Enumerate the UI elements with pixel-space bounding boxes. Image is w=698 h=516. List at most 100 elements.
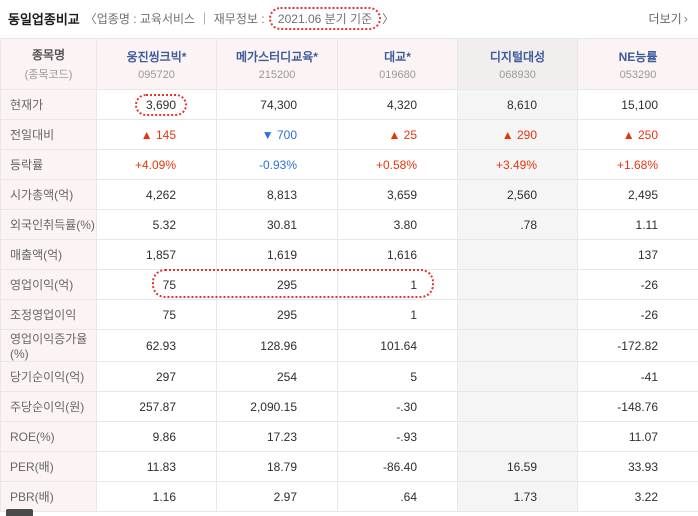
- table-cell: 1: [337, 299, 458, 330]
- table-cell: 8,813: [216, 179, 338, 210]
- table-cell: -26: [577, 299, 698, 330]
- table-cell: 101.64: [337, 329, 458, 362]
- table-cell: 1,857: [96, 239, 217, 270]
- table-cell: 297: [96, 361, 217, 392]
- table-cell: 75: [96, 299, 217, 330]
- column-header-stock-name: 종목명 (종목코드): [0, 38, 97, 90]
- stock-name-link[interactable]: 디지털대성: [489, 49, 546, 64]
- table-row: 당기순이익(억) 297 254 5 -41: [0, 361, 698, 392]
- stock-name-link[interactable]: 대교*: [384, 49, 411, 64]
- table-row: 등락률 +4.09% -0.93% +0.58% +3.49% +1.68%: [0, 149, 698, 180]
- table-cell: .64: [337, 481, 458, 512]
- row-label: 현재가: [0, 89, 97, 120]
- table-cell: 11.07: [577, 421, 698, 452]
- table-cell: 33.93: [577, 451, 698, 482]
- table-cell: 8,610: [457, 89, 578, 120]
- table-row: 주당순이익(원) 257.87 2,090.15 -.30 -148.76: [0, 391, 698, 422]
- stock-code: 019680: [379, 68, 416, 81]
- table-cell: 11.83: [96, 451, 217, 482]
- chevron-right-icon: ›: [683, 11, 688, 26]
- table-cell: +0.58%: [337, 149, 458, 180]
- table-cell: 1,616: [337, 239, 458, 270]
- table-cell: +3.49%: [457, 149, 578, 180]
- table-row: 외국인취득률(%) 5.32 30.81 3.80.78 1.11: [0, 209, 698, 240]
- row-label: 영업이익(억): [0, 269, 97, 300]
- table-cell: +4.09%: [96, 149, 217, 180]
- row-label: 영업이익증가율(%): [0, 329, 97, 362]
- more-link[interactable]: 더보기 ›: [649, 10, 688, 27]
- table-row: ROE(%) 9.86 17.23 -.93 11.07: [0, 421, 698, 452]
- table-cell: -148.76: [577, 391, 698, 422]
- stock-code: 068930: [499, 68, 536, 81]
- table-cell: 15,100: [577, 89, 698, 120]
- table-cell: 1,619: [216, 239, 338, 270]
- table-cell: ▲ 145: [96, 119, 217, 150]
- table-header-row: 종목명 (종목코드) 웅진씽크빅* 095720 메가스터디교육* 215200 대교* 01…: [0, 38, 698, 90]
- table-cell: 137: [577, 239, 698, 270]
- row-label: PBR(배): [0, 481, 97, 512]
- column-header-stock: 대교* 019680: [337, 38, 458, 90]
- table-cell: ▲ 290: [457, 119, 578, 150]
- industry-comparison-table: 종목명 (종목코드) 웅진씽크빅* 095720 메가스터디교육* 215200 대교* 01…: [0, 38, 698, 512]
- table-row: 현재가 3,690 74,300 4,320 8,610 15,100: [0, 89, 698, 120]
- table-cell: -26: [577, 269, 698, 300]
- section-title: 동일업종비교: [8, 12, 80, 27]
- table-cell: 1: [337, 269, 458, 300]
- table-cell: ▼ 700: [216, 119, 338, 150]
- table-cell: [457, 329, 578, 362]
- table-body: 현재가 3,690 74,300 4,320 8,610 15,100 전일대비 ▲ 145 ▼…: [0, 89, 698, 512]
- stock-name-link[interactable]: NE능률: [618, 49, 658, 64]
- table-cell: 2.97: [216, 481, 338, 512]
- table-cell: 3,690: [96, 89, 217, 120]
- table-cell: 17.23: [216, 421, 338, 452]
- stock-name-link[interactable]: 웅진씽크빅*: [126, 49, 187, 64]
- table-cell: [457, 391, 578, 422]
- row-label: 등락률: [0, 149, 97, 180]
- row-label: 주당순이익(원): [0, 391, 97, 422]
- subtitle-suffix: 〉: [382, 12, 395, 26]
- table-cell: 1.16: [96, 481, 217, 512]
- table-cell: 62.93: [96, 329, 217, 362]
- table-cell: 3.80: [337, 209, 458, 240]
- table-cell: 4,320: [337, 89, 458, 120]
- table-cell: 2,495: [577, 179, 698, 210]
- table-cell: 4,262: [96, 179, 217, 210]
- table-cell: 1.11: [577, 209, 698, 240]
- table-row: PBR(배) 1.16 2.97.64 1.73 3.22: [0, 481, 698, 512]
- table-cell: [457, 269, 578, 300]
- table-row: 조정영업이익 75 295 1 -26: [0, 299, 698, 330]
- table-cell: -172.82: [577, 329, 698, 362]
- table-row: PER(배) 11.83 18.79 -86.40 16.59 33.93: [0, 451, 698, 482]
- section-header: 동일업종비교 〈업종명 : 교육서비스 ｜ 재무정보 : 2021.06 분기 기…: [0, 0, 698, 38]
- table-cell: [457, 361, 578, 392]
- table-cell: -.93: [337, 421, 458, 452]
- table-cell: ▲ 250: [577, 119, 698, 150]
- row-label: 당기순이익(억): [0, 361, 97, 392]
- row-label: 조정영업이익: [0, 299, 97, 330]
- table-cell: +1.68%: [577, 149, 698, 180]
- table-cell: 5.32: [96, 209, 217, 240]
- row-label: 매출액(억): [0, 239, 97, 270]
- table-cell: 30.81: [216, 209, 338, 240]
- table-cell: .78: [457, 209, 578, 240]
- table-cell: 75: [96, 269, 217, 300]
- subtitle-prefix: 〈업종명 : 교육서비스 ｜ 재무정보 :: [84, 12, 268, 26]
- table-cell: -41: [577, 361, 698, 392]
- table-cell: [457, 299, 578, 330]
- column-header-stock: 웅진씽크빅* 095720: [96, 38, 217, 90]
- stock-code: 053290: [619, 68, 657, 81]
- table-cell: [457, 239, 578, 270]
- table-cell: -.30: [337, 391, 458, 422]
- stock-name-link[interactable]: 메가스터디교육*: [236, 49, 318, 64]
- table-cell: 1.73: [457, 481, 578, 512]
- corner-subtitle: (종목코드): [24, 69, 73, 81]
- row-label: ROE(%): [0, 421, 97, 452]
- table-cell: 16.59: [457, 451, 578, 482]
- annotation-current-price-box: 3,690: [134, 93, 187, 116]
- table-cell: 18.79: [216, 451, 338, 482]
- section-subtitle: 〈업종명 : 교육서비스 ｜ 재무정보 : 2021.06 분기 기준 〉: [84, 7, 395, 30]
- table-cell: 257.87: [96, 391, 217, 422]
- period-highlight-annotation: 2021.06 분기 기준: [268, 7, 382, 30]
- table-row: 시가총액(억) 4,262 8,813 3,659 2,560 2,495: [0, 179, 698, 210]
- table-cell: 128.96: [216, 329, 338, 362]
